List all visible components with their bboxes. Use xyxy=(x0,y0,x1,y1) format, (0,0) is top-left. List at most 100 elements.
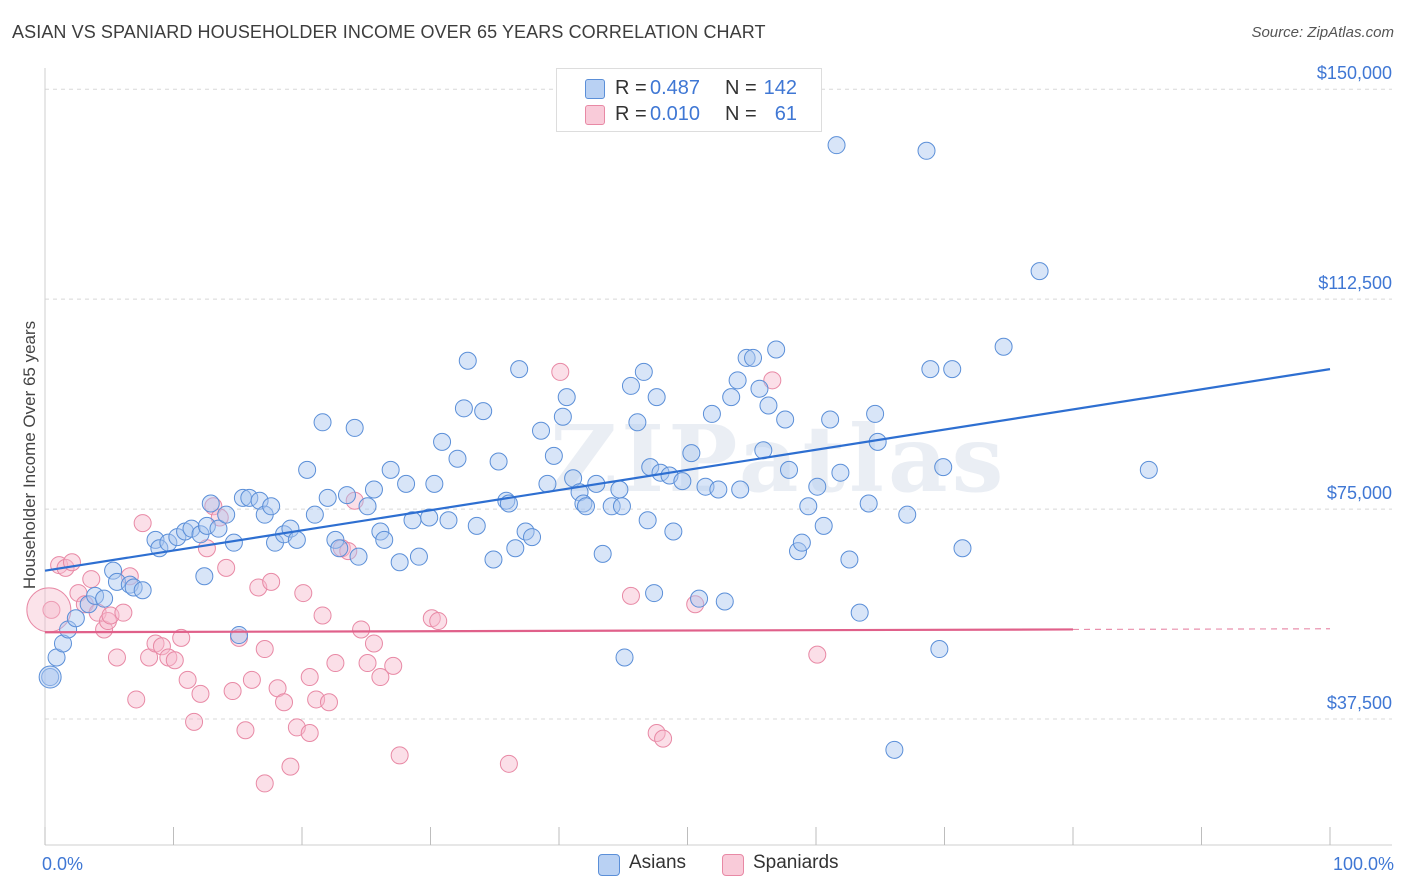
asian-point xyxy=(750,379,769,398)
r-label: R = xyxy=(615,77,647,99)
spaniard-point xyxy=(275,693,294,712)
asian-point xyxy=(53,634,72,653)
asian-point xyxy=(474,402,493,421)
legend-row-asians: R = 0.487 N = 142 xyxy=(557,75,821,101)
source-label: Source: ZipAtlas.com xyxy=(1251,24,1394,41)
spaniard-point xyxy=(390,746,409,765)
asian-point xyxy=(576,497,595,516)
spaniard-point xyxy=(152,637,171,656)
y-tick-label: $37,500 xyxy=(1327,693,1392,713)
asian-point xyxy=(381,460,400,479)
asian-point xyxy=(217,505,236,524)
spaniard-trend-line xyxy=(44,628,1074,634)
asian-point xyxy=(814,516,833,535)
asian-point xyxy=(953,539,972,558)
asian-point xyxy=(439,511,458,530)
asian-point xyxy=(133,581,152,600)
asian-point xyxy=(1139,460,1158,479)
asian-point xyxy=(821,410,840,429)
asian-point xyxy=(337,486,356,505)
n-label: N = xyxy=(725,103,757,125)
spaniard-point xyxy=(185,712,204,731)
spaniard-point xyxy=(217,558,236,577)
r-label: R = xyxy=(615,103,647,125)
asian-point xyxy=(673,472,692,491)
spaniard-point xyxy=(82,570,101,589)
asian-point xyxy=(313,413,332,432)
axes xyxy=(44,68,1392,846)
spaniard-point xyxy=(326,654,345,673)
spaniard-point xyxy=(371,668,390,687)
asian-point xyxy=(615,648,634,667)
grid-lines xyxy=(45,88,1392,720)
spaniard-point xyxy=(313,606,332,625)
spaniard-point xyxy=(551,362,570,381)
asian-point xyxy=(458,351,477,370)
spaniard-point xyxy=(223,682,242,701)
asian-point xyxy=(722,388,741,407)
spaniard-point xyxy=(621,586,640,605)
spaniard-point xyxy=(654,729,673,748)
asian-point xyxy=(250,491,269,510)
asian-point xyxy=(467,516,486,535)
spaniard-point xyxy=(281,757,300,776)
asian-point xyxy=(1030,262,1049,281)
asian-point xyxy=(345,418,364,437)
asian-point xyxy=(634,362,653,381)
n-value: 142 xyxy=(763,77,797,99)
asian-point xyxy=(318,488,337,507)
asian-point xyxy=(767,340,786,359)
asian-point xyxy=(921,360,940,379)
asian-point xyxy=(690,589,709,608)
asian-points xyxy=(38,136,1158,759)
spaniard-point xyxy=(499,754,518,773)
asian-point xyxy=(420,508,439,527)
asian-point xyxy=(898,505,917,524)
spaniard-legend-swatch xyxy=(722,854,744,876)
asian-point xyxy=(647,388,666,407)
asian-point xyxy=(776,410,795,429)
asian-point xyxy=(645,584,664,603)
asian-cluster-point xyxy=(38,665,62,689)
asian-point xyxy=(484,550,503,569)
asian-point xyxy=(532,421,551,440)
asian-point xyxy=(104,561,123,580)
spaniard-point xyxy=(236,721,255,740)
asian-point xyxy=(728,371,747,390)
asian-point xyxy=(448,449,467,468)
asian-point xyxy=(544,446,563,465)
spaniard-point xyxy=(429,612,448,631)
r-value: 0.487 xyxy=(650,77,701,99)
asian-point xyxy=(638,511,657,530)
asian-point xyxy=(682,444,701,463)
n-label: N = xyxy=(725,77,757,99)
asian-point xyxy=(326,530,345,549)
asian-point xyxy=(789,542,808,561)
spaniard-point xyxy=(262,572,281,591)
asian-point xyxy=(827,136,846,155)
asian-point xyxy=(799,497,818,516)
asian-point xyxy=(66,609,85,628)
asian-point xyxy=(574,494,593,513)
asian-point xyxy=(454,399,473,418)
asian-legend-label: Asians xyxy=(629,852,687,873)
spaniard-point xyxy=(358,654,377,673)
asian-point xyxy=(792,533,811,552)
spaniard-point xyxy=(191,684,210,703)
tick-labels: $37,500 $75,000 $112,500 $150,000 0.0% 100.0% xyxy=(42,63,1394,874)
asian-point xyxy=(737,348,756,367)
asian-point xyxy=(628,413,647,432)
asian-point xyxy=(831,463,850,482)
spaniard-point xyxy=(364,634,383,653)
asian-point xyxy=(840,550,859,569)
chart-title: ASIAN VS SPANIARD HOUSEHOLDER INCOME OVE… xyxy=(12,22,766,42)
spaniard-point xyxy=(172,628,191,647)
spaniard-point xyxy=(127,690,146,709)
spaniard-point xyxy=(204,497,223,516)
spaniard-point xyxy=(107,648,126,667)
asian-point xyxy=(808,477,827,496)
asian-point xyxy=(95,589,114,608)
spaniard-point xyxy=(352,620,371,639)
asian-point xyxy=(866,404,885,423)
